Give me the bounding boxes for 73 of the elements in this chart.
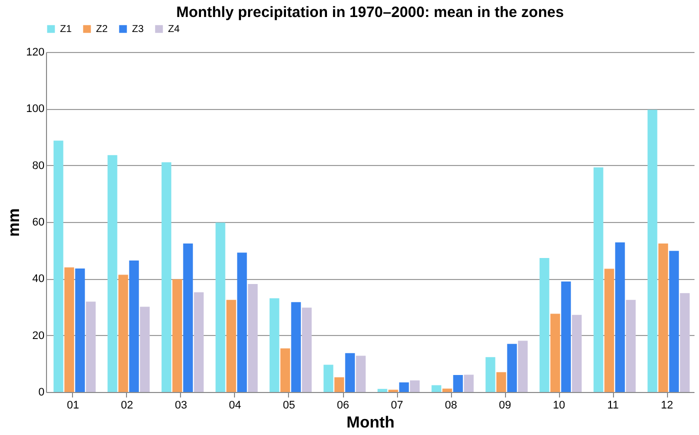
bar — [237, 252, 247, 392]
x-axis-title: Month — [346, 414, 394, 432]
bar — [648, 110, 658, 392]
x-tick-label: 06 — [336, 400, 350, 412]
bar — [270, 298, 280, 392]
legend-label: Z3 — [132, 24, 144, 35]
bar — [561, 282, 571, 392]
bar — [108, 155, 118, 392]
bar — [302, 308, 312, 392]
bar — [464, 374, 474, 392]
bar — [64, 267, 74, 392]
bar — [140, 306, 150, 392]
bar — [604, 268, 614, 392]
bar — [680, 293, 690, 392]
y-tick-label: 80 — [32, 160, 44, 172]
bar — [626, 300, 636, 392]
x-tick-label: 09 — [498, 400, 512, 412]
bar — [86, 302, 96, 392]
y-tick-label: 100 — [26, 103, 44, 116]
y-axis-title: mm — [6, 208, 24, 237]
bar — [507, 344, 517, 392]
bar — [432, 385, 442, 392]
bar — [248, 284, 258, 392]
legend-label: Z4 — [168, 24, 180, 35]
bar — [345, 353, 355, 392]
x-tick-label: 12 — [660, 400, 674, 412]
x-tick-label: 05 — [282, 400, 296, 412]
x-tick-label: 07 — [390, 400, 404, 412]
x-tick-label: 08 — [444, 400, 458, 412]
bar — [399, 382, 409, 392]
bar — [518, 340, 528, 392]
bar — [356, 356, 366, 392]
x-tick-label: 04 — [228, 400, 242, 412]
y-tick-label: 0 — [38, 386, 44, 398]
y-tick-label: 40 — [32, 273, 44, 286]
chart-title: Monthly precipitation in 1970–2000: mean in the zones — [176, 4, 564, 21]
bar — [540, 258, 550, 392]
bar — [496, 372, 506, 392]
bar — [658, 244, 668, 392]
x-tick-label: 01 — [66, 400, 80, 412]
bar — [54, 140, 64, 392]
bar — [334, 377, 344, 392]
bar — [129, 260, 139, 392]
bar — [172, 279, 182, 392]
bar — [216, 222, 226, 392]
bar — [669, 250, 679, 392]
x-tick-label: 02 — [120, 400, 134, 412]
legend-label: Z2 — [96, 24, 108, 35]
bar — [162, 162, 172, 392]
y-tick-label: 60 — [32, 216, 44, 228]
bar — [194, 292, 204, 392]
bar — [486, 357, 496, 392]
bar — [291, 302, 301, 392]
bar — [118, 274, 128, 392]
bar — [453, 375, 463, 392]
bar — [226, 300, 236, 392]
x-tick-label: 03 — [174, 400, 188, 412]
bar — [183, 244, 193, 392]
bar — [280, 348, 290, 392]
bar — [324, 364, 334, 392]
bar — [572, 314, 582, 392]
y-tick-label: 20 — [32, 330, 44, 342]
x-tick-label: 10 — [552, 400, 566, 412]
bar — [410, 380, 420, 392]
legend-label: Z1 — [60, 24, 72, 35]
bar — [615, 242, 625, 392]
y-tick-label: 120 — [26, 46, 44, 58]
bar — [594, 167, 604, 392]
bar — [75, 268, 85, 392]
x-tick-label: 11 — [607, 400, 619, 412]
bar — [378, 388, 388, 392]
bar — [550, 314, 560, 392]
bar — [442, 388, 452, 392]
